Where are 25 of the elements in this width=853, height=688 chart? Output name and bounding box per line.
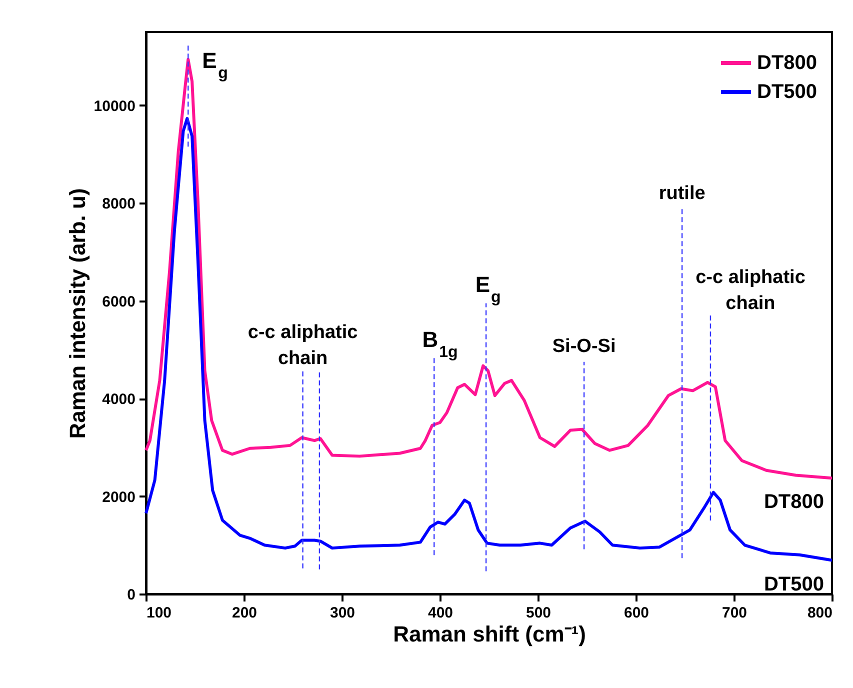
y-tick-label: 0 <box>127 586 136 604</box>
x-axis-title: Raman shift (cm⁻¹) <box>393 622 586 646</box>
annotation: DT800 <box>764 491 824 514</box>
legend-label: DT800 <box>757 52 818 74</box>
line-series <box>144 117 834 562</box>
x-tick-label: 400 <box>428 604 454 622</box>
annotation: DT500 <box>764 573 824 596</box>
x-tick-label: 200 <box>232 604 258 622</box>
y-tick-label: 8000 <box>102 196 136 213</box>
ref-line-label: rutile <box>658 182 706 204</box>
x-tick-label: 100 <box>146 604 172 622</box>
y-tick-label: 10000 <box>94 98 136 115</box>
x-tick-label: 300 <box>330 604 356 622</box>
y-tick-label: 6000 <box>102 293 136 310</box>
x-tick-label: 800 <box>807 604 832 622</box>
y-tick-label: 4000 <box>102 391 136 408</box>
x-tick-label: 600 <box>624 604 650 622</box>
ref-line-label: c-c aliphatic chain <box>696 266 806 314</box>
ref-line-label: c-c aliphatic chain <box>248 322 358 370</box>
y-tick-label: 2000 <box>102 488 136 506</box>
y-axis-title: Raman intensity (arb. u) <box>64 188 90 439</box>
x-tick-label: 700 <box>722 604 748 622</box>
legend-label: DT500 <box>757 81 818 103</box>
x-tick-label: 500 <box>526 604 552 622</box>
ref-line-label: Si-O-Si <box>552 336 616 357</box>
